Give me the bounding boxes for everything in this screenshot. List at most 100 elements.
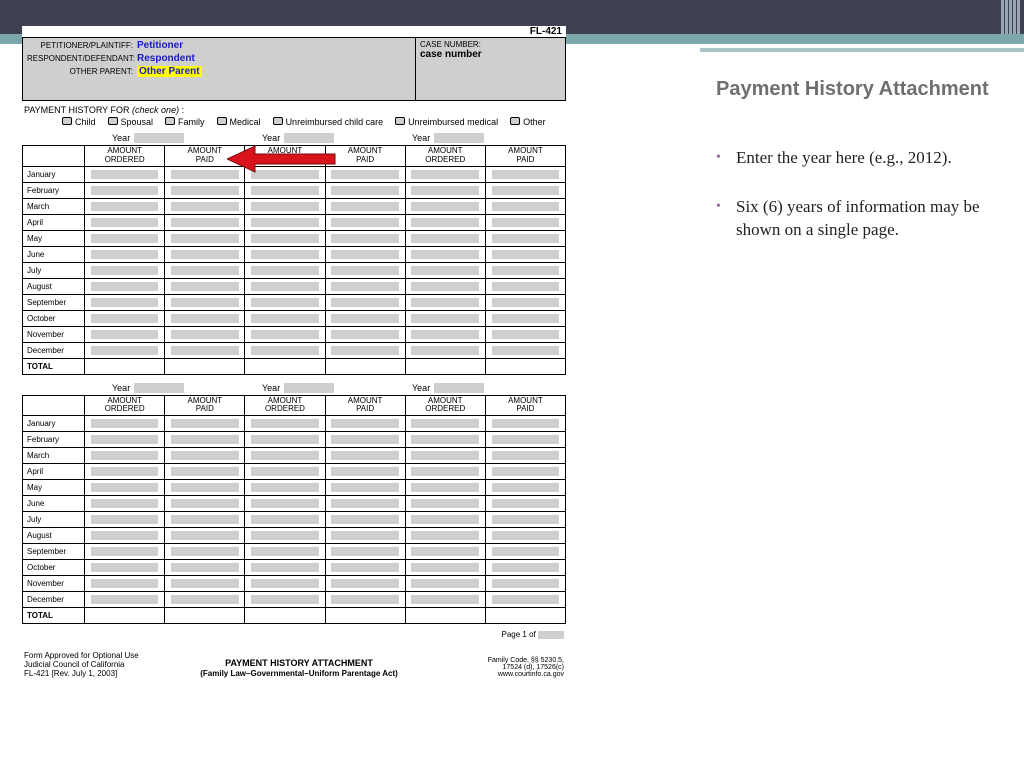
- amount-cell[interactable]: [485, 576, 565, 592]
- amount-cell[interactable]: [325, 342, 405, 358]
- amount-cell[interactable]: [245, 576, 325, 592]
- amount-cell[interactable]: [325, 246, 405, 262]
- amount-cell[interactable]: [165, 464, 245, 480]
- amount-cell[interactable]: [85, 448, 165, 464]
- amount-cell[interactable]: [405, 448, 485, 464]
- amount-cell[interactable]: [245, 496, 325, 512]
- amount-cell[interactable]: [165, 416, 245, 432]
- amount-cell[interactable]: [485, 496, 565, 512]
- amount-cell[interactable]: [485, 310, 565, 326]
- amount-cell[interactable]: [485, 512, 565, 528]
- amount-cell[interactable]: [245, 528, 325, 544]
- amount-cell[interactable]: [245, 214, 325, 230]
- amount-cell[interactable]: [485, 326, 565, 342]
- amount-cell[interactable]: [245, 230, 325, 246]
- amount-cell[interactable]: [85, 166, 165, 182]
- amount-cell[interactable]: [325, 262, 405, 278]
- amount-cell[interactable]: [325, 448, 405, 464]
- checkbox-option[interactable]: Spousal: [108, 117, 154, 127]
- amount-cell[interactable]: [405, 480, 485, 496]
- amount-cell[interactable]: [85, 480, 165, 496]
- amount-cell[interactable]: [245, 278, 325, 294]
- amount-cell[interactable]: [165, 310, 245, 326]
- amount-cell[interactable]: [165, 496, 245, 512]
- amount-cell[interactable]: [485, 528, 565, 544]
- amount-cell[interactable]: [245, 342, 325, 358]
- year-input-cell[interactable]: Year: [112, 383, 262, 393]
- amount-cell[interactable]: [485, 416, 565, 432]
- amount-cell[interactable]: [485, 560, 565, 576]
- amount-cell[interactable]: [165, 544, 245, 560]
- amount-cell[interactable]: [165, 576, 245, 592]
- amount-cell[interactable]: [485, 182, 565, 198]
- amount-cell[interactable]: [85, 432, 165, 448]
- amount-cell[interactable]: [85, 528, 165, 544]
- amount-cell[interactable]: [85, 560, 165, 576]
- amount-cell[interactable]: [165, 182, 245, 198]
- year-input-cell[interactable]: Year: [112, 133, 262, 143]
- amount-cell[interactable]: [85, 326, 165, 342]
- amount-cell[interactable]: [325, 480, 405, 496]
- amount-cell[interactable]: [325, 214, 405, 230]
- amount-cell[interactable]: [85, 496, 165, 512]
- amount-cell[interactable]: [85, 182, 165, 198]
- amount-cell[interactable]: [85, 262, 165, 278]
- amount-cell[interactable]: [245, 480, 325, 496]
- amount-cell[interactable]: [405, 326, 485, 342]
- amount-cell[interactable]: [165, 278, 245, 294]
- amount-cell[interactable]: [85, 464, 165, 480]
- year-input-cell[interactable]: Year: [412, 383, 562, 393]
- amount-cell[interactable]: [405, 310, 485, 326]
- amount-cell[interactable]: [405, 464, 485, 480]
- amount-cell[interactable]: [325, 278, 405, 294]
- amount-cell[interactable]: [405, 560, 485, 576]
- amount-cell[interactable]: [325, 512, 405, 528]
- amount-cell[interactable]: [325, 464, 405, 480]
- amount-cell[interactable]: [485, 448, 565, 464]
- amount-cell[interactable]: [85, 198, 165, 214]
- amount-cell[interactable]: [325, 230, 405, 246]
- amount-cell[interactable]: [325, 560, 405, 576]
- amount-cell[interactable]: [405, 214, 485, 230]
- amount-cell[interactable]: [165, 592, 245, 608]
- amount-cell[interactable]: [325, 198, 405, 214]
- year-input-cell[interactable]: Year: [262, 133, 412, 143]
- amount-cell[interactable]: [85, 230, 165, 246]
- amount-cell[interactable]: [245, 310, 325, 326]
- amount-cell[interactable]: [405, 544, 485, 560]
- amount-cell[interactable]: [325, 416, 405, 432]
- amount-cell[interactable]: [165, 246, 245, 262]
- amount-cell[interactable]: [245, 326, 325, 342]
- amount-cell[interactable]: [165, 512, 245, 528]
- amount-cell[interactable]: [485, 246, 565, 262]
- amount-cell[interactable]: [85, 512, 165, 528]
- amount-cell[interactable]: [165, 262, 245, 278]
- amount-cell[interactable]: [325, 166, 405, 182]
- amount-cell[interactable]: [325, 544, 405, 560]
- amount-cell[interactable]: [325, 576, 405, 592]
- amount-cell[interactable]: [245, 560, 325, 576]
- amount-cell[interactable]: [405, 198, 485, 214]
- amount-cell[interactable]: [405, 230, 485, 246]
- amount-cell[interactable]: [245, 416, 325, 432]
- amount-cell[interactable]: [325, 496, 405, 512]
- amount-cell[interactable]: [245, 294, 325, 310]
- amount-cell[interactable]: [85, 310, 165, 326]
- amount-cell[interactable]: [165, 326, 245, 342]
- amount-cell[interactable]: [85, 592, 165, 608]
- amount-cell[interactable]: [485, 294, 565, 310]
- amount-cell[interactable]: [405, 166, 485, 182]
- amount-cell[interactable]: [85, 576, 165, 592]
- amount-cell[interactable]: [85, 544, 165, 560]
- amount-cell[interactable]: [485, 278, 565, 294]
- amount-cell[interactable]: [165, 560, 245, 576]
- amount-cell[interactable]: [325, 310, 405, 326]
- amount-cell[interactable]: [405, 528, 485, 544]
- amount-cell[interactable]: [405, 576, 485, 592]
- amount-cell[interactable]: [245, 198, 325, 214]
- amount-cell[interactable]: [85, 278, 165, 294]
- amount-cell[interactable]: [245, 592, 325, 608]
- amount-cell[interactable]: [325, 182, 405, 198]
- amount-cell[interactable]: [165, 528, 245, 544]
- checkbox-option[interactable]: Other: [510, 117, 546, 127]
